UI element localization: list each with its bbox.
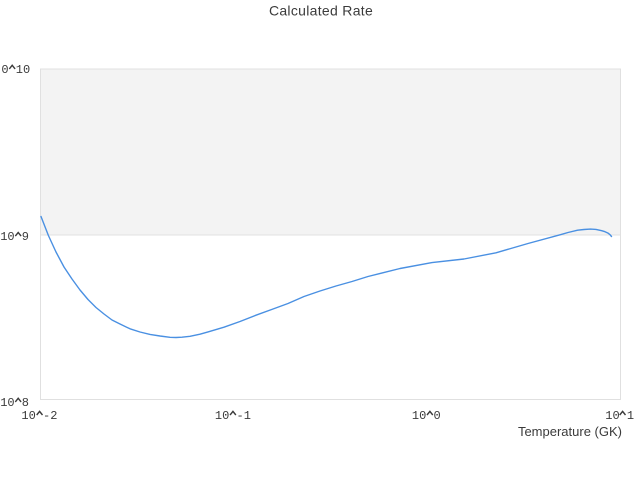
svg-text:10 -1: 10 -1 [215, 409, 251, 423]
svg-text:10 9: 10 9 [0, 230, 29, 244]
svg-text:10 0: 10 0 [412, 409, 441, 423]
svg-text:Calculated Rate: Calculated Rate [269, 3, 373, 19]
svg-text:10 1: 10 1 [605, 409, 634, 423]
svg-text:10 8: 10 8 [0, 396, 29, 410]
svg-text:Temperature (GK): Temperature (GK) [518, 424, 622, 439]
svg-text:0 10: 0 10 [1, 63, 30, 77]
svg-text:10 -2: 10 -2 [21, 409, 57, 423]
